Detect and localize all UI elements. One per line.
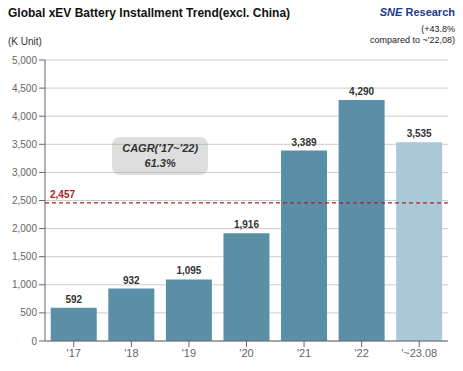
svg-text:'17: '17 xyxy=(67,347,81,359)
svg-text:2,500: 2,500 xyxy=(12,195,37,206)
svg-text:1,000: 1,000 xyxy=(12,279,37,290)
svg-text:'20: '20 xyxy=(239,347,253,359)
svg-text:'21: '21 xyxy=(297,347,311,359)
svg-text:500: 500 xyxy=(20,307,37,318)
svg-text:4,290: 4,290 xyxy=(349,86,374,97)
svg-text:'18: '18 xyxy=(124,347,138,359)
svg-text:1,916: 1,916 xyxy=(234,219,259,230)
svg-text:4,500: 4,500 xyxy=(12,83,37,94)
svg-text:3,500: 3,500 xyxy=(12,139,37,150)
svg-text:'19: '19 xyxy=(182,347,196,359)
html-text:SNE Research: SNE Research xyxy=(379,6,455,18)
svg-text:932: 932 xyxy=(123,275,140,286)
html-text:(K Unit): (K Unit) xyxy=(8,36,42,47)
html-text:CAGR('17~'22): CAGR('17~'22) xyxy=(122,141,199,154)
svg-text:3,535: 3,535 xyxy=(407,128,432,139)
svg-text:'22: '22 xyxy=(354,347,368,359)
svg-text:1,095: 1,095 xyxy=(176,265,201,276)
svg-text:2,000: 2,000 xyxy=(12,223,37,234)
svg-text:3,389: 3,389 xyxy=(292,137,317,148)
svg-text:5,000: 5,000 xyxy=(12,55,37,66)
svg-text:4,000: 4,000 xyxy=(12,111,37,122)
svg-text:1,500: 1,500 xyxy=(12,251,37,262)
html-text:61.3%: 61.3% xyxy=(144,156,176,169)
svg-text:592: 592 xyxy=(65,294,82,305)
html-text:(+43.8%: (+43.8% xyxy=(421,24,455,34)
svg-text:2,457: 2,457 xyxy=(50,189,75,200)
svg-text:3,000: 3,000 xyxy=(12,167,37,178)
svg-text:'~23.08: '~23.08 xyxy=(401,347,437,359)
html-text:compared to ~'22,08): compared to ~'22,08) xyxy=(370,35,455,45)
svg-text:0: 0 xyxy=(31,336,37,347)
html-text:Global xEV Battery Installment: Global xEV Battery Installment Trend(exc… xyxy=(8,6,291,20)
